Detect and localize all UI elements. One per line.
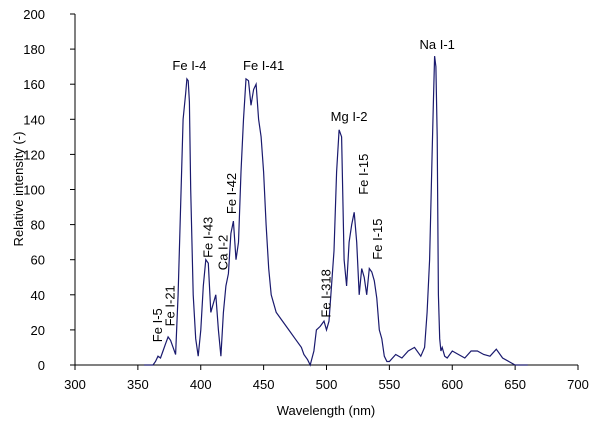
y-tick-label: 80	[31, 218, 45, 233]
peak-label: Fe I-42	[224, 173, 239, 214]
peak-label: Fe I-318	[319, 269, 334, 317]
y-axis-label: Relative intensity (-)	[11, 132, 26, 247]
y-tick-label: 20	[31, 323, 45, 338]
y-tick-label: 120	[23, 147, 45, 162]
peak-label: Fe I-4	[172, 58, 206, 73]
peak-annotations: Fe I-4 Fe I-41 Na I-1 Mg I-2 Fe I-42 Fe I-43 C…	[150, 37, 455, 342]
x-axis-label: Wavelength (nm)	[277, 403, 376, 418]
x-tick-label: 600	[441, 377, 463, 392]
y-axis-ticks: 0 20 40 60 80 100 120 140 160 180 200	[23, 7, 75, 373]
x-tick-label: 650	[504, 377, 526, 392]
peak-label: Ca I-2	[215, 235, 230, 270]
y-tick-label: 100	[23, 183, 45, 198]
y-tick-label: 160	[23, 77, 45, 92]
y-tick-label: 140	[23, 112, 45, 127]
x-tick-label: 400	[190, 377, 212, 392]
peak-label: Na I-1	[419, 37, 454, 52]
plot-area: 300 350 400 450 500 550 600 650 700 0 20 40 60 80 100…	[23, 7, 589, 392]
x-tick-label: 450	[253, 377, 275, 392]
peak-label: Fe I-15	[370, 219, 385, 260]
x-tick-label: 550	[379, 377, 401, 392]
peak-label: Fe I-5	[150, 308, 165, 342]
y-tick-label: 40	[31, 288, 45, 303]
x-tick-label: 300	[64, 377, 86, 392]
peak-label: Fe I-21	[163, 285, 178, 326]
y-tick-label: 200	[23, 7, 45, 22]
y-tick-label: 0	[38, 358, 45, 373]
peak-label: Fe I-43	[200, 217, 215, 258]
spectrum-series-line	[144, 56, 528, 367]
peak-label: Mg I-2	[331, 109, 368, 124]
peak-label: Fe I-15	[356, 154, 371, 195]
y-tick-label: 180	[23, 42, 45, 57]
x-axis-ticks: 300 350 400 450 500 550 600 650 700	[64, 365, 589, 392]
x-tick-label: 500	[316, 377, 338, 392]
x-tick-label: 350	[127, 377, 149, 392]
peak-label: Fe I-41	[243, 58, 284, 73]
x-tick-label: 700	[567, 377, 589, 392]
y-tick-label: 60	[31, 253, 45, 268]
